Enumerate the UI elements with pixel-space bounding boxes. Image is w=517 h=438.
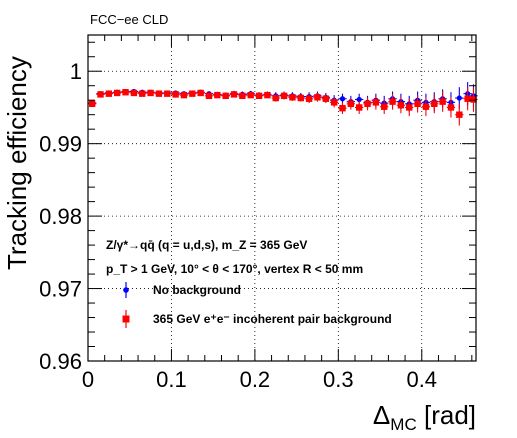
corner-label: FCC−ee CLD	[90, 12, 168, 27]
data-point-square	[397, 102, 405, 109]
x-axis-title-delta: Δ	[373, 400, 390, 430]
data-point-square	[272, 94, 279, 102]
data-point-square	[172, 91, 179, 98]
data-point-square	[205, 92, 213, 100]
data-point-square	[456, 111, 463, 118]
data-point-square	[470, 96, 477, 103]
axis-ticks: 0 0.1 0.2 0.3 0.4 0.96 0.97 0.98 0.99 1	[39, 35, 476, 392]
y-tick-label: 0.96	[39, 349, 82, 374]
series-pair-background	[88, 87, 478, 126]
data-point-square	[414, 100, 421, 108]
data-point-square	[180, 91, 188, 99]
data-point-square	[88, 100, 96, 108]
data-point-square	[230, 91, 238, 98]
x-axis-title: ΔMC [rad]	[373, 400, 476, 434]
legend-entry-no-background: No background	[123, 282, 241, 298]
data-point-square	[447, 104, 455, 111]
data-point-circle	[339, 96, 346, 102]
y-tick-label: 0.99	[39, 132, 82, 157]
data-point-square	[347, 100, 355, 108]
y-axis-title: Tracking efficiency	[2, 56, 32, 270]
legend-entry-pair-background: 365 GeV e⁺e⁻ incoherent pair background	[122, 310, 392, 328]
data-point-square	[305, 95, 313, 102]
data-point-square	[314, 94, 321, 101]
data-point-square	[389, 98, 396, 105]
x-tick-label: 0	[82, 367, 94, 392]
y-tick-label: 0.98	[39, 204, 82, 229]
data-point-square	[330, 99, 338, 106]
y-tick-label: 0.97	[39, 277, 82, 302]
legend: No background 365 GeV e⁺e⁻ incoherent pa…	[122, 282, 392, 328]
data-point-square	[239, 92, 246, 100]
annotation-process: Z/γ*→qq̄ (q = u,d,s), m_Z = 365 GeV	[106, 238, 307, 252]
plot-frame	[87, 34, 477, 362]
x-tick-label: 0.4	[406, 367, 437, 392]
data-point-square	[406, 104, 413, 111]
data-point-square	[422, 103, 430, 110]
data-point-square	[122, 89, 129, 96]
grid-lines	[88, 35, 476, 361]
x-axis-title-sub: MC	[390, 415, 416, 434]
legend-label: No background	[153, 283, 241, 297]
data-point-square	[214, 91, 221, 99]
data-point-square	[264, 91, 271, 99]
data-point-square	[372, 99, 380, 106]
data-point-square	[355, 104, 363, 111]
data-point-square	[114, 89, 121, 97]
x-tick-label: 0.2	[240, 367, 271, 392]
data-point-square	[97, 91, 104, 98]
annotation-cuts: p_T > 1 GeV, 10° < θ < 170°, vertex R < …	[106, 262, 363, 276]
data-point-square	[197, 89, 204, 97]
data-point-square	[280, 92, 288, 100]
data-point-square	[431, 100, 438, 108]
data-point-square	[464, 95, 471, 102]
x-tick-label: 0.3	[323, 367, 354, 392]
data-point-square	[105, 90, 113, 97]
data-point-square	[381, 103, 388, 110]
data-point-square	[164, 90, 171, 97]
data-point-square	[289, 94, 296, 101]
data-point-square	[155, 90, 163, 97]
data-point-square	[322, 95, 330, 102]
data-point-square	[255, 92, 263, 100]
data-point-square	[439, 98, 446, 105]
legend-label: 365 GeV e⁺e⁻ incoherent pair background	[153, 312, 392, 326]
data-point-square	[222, 92, 229, 100]
data-point-square	[147, 89, 154, 97]
data-point-circle	[456, 95, 462, 101]
x-tick-label: 0.1	[156, 367, 187, 392]
legend-marker-circle	[123, 287, 129, 293]
data-point-square	[189, 90, 196, 97]
data-point-circle	[356, 96, 362, 103]
data-point-square	[364, 100, 371, 108]
y-tick-label: 1	[70, 59, 82, 84]
data-point-square	[297, 94, 304, 102]
data-point-square	[139, 90, 146, 97]
data-point-square	[130, 89, 138, 97]
x-axis-title-unit: [rad]	[417, 400, 476, 430]
data-point-square	[339, 104, 346, 112]
data-marks	[88, 82, 478, 126]
data-point-square	[247, 91, 254, 99]
legend-marker-square	[122, 315, 130, 323]
